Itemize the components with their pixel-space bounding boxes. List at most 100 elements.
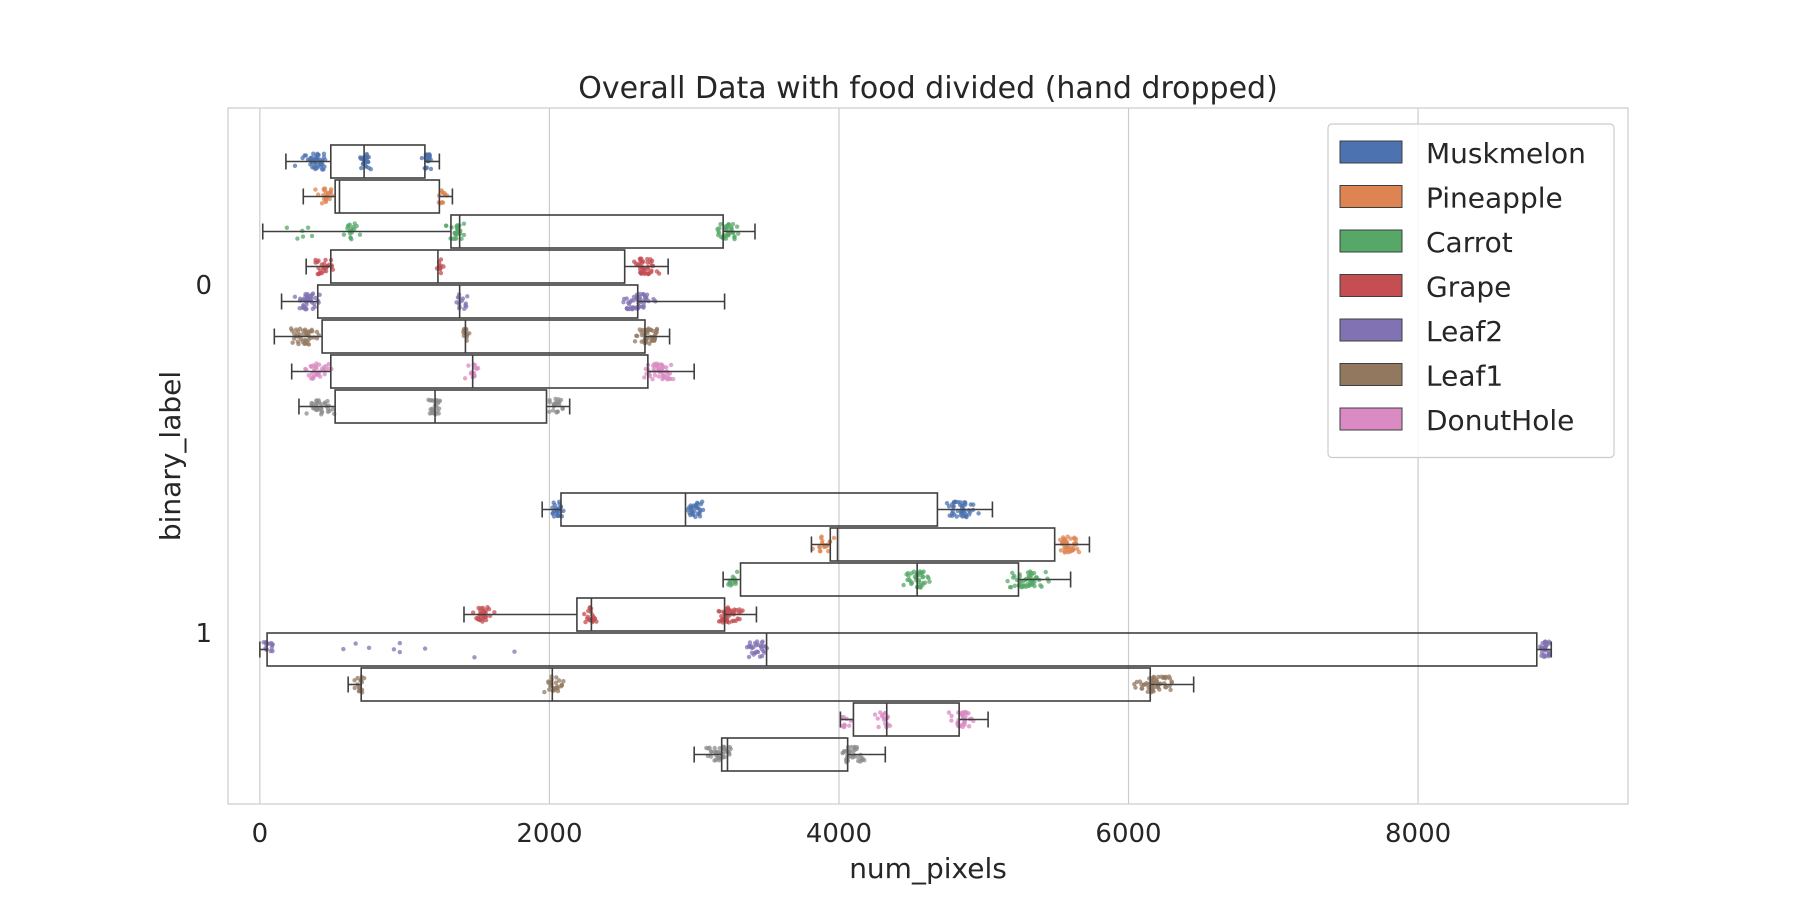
data-point — [309, 233, 315, 239]
box-iqr — [266, 632, 1538, 667]
data-point — [1539, 653, 1544, 659]
data-point — [646, 271, 651, 277]
data-point — [302, 153, 307, 158]
data-point — [920, 574, 926, 580]
data-point — [304, 411, 309, 416]
data-point — [364, 164, 369, 169]
data-point — [1169, 679, 1174, 684]
data-point — [825, 548, 831, 554]
data-point — [959, 710, 965, 715]
legend: Muskmelon Pineapple Carrot Grape Leaf2 Leaf1 D… — [1327, 123, 1615, 459]
data-point — [727, 744, 732, 750]
data-point — [760, 639, 765, 644]
data-point — [631, 298, 636, 303]
strip-points — [292, 291, 658, 312]
data-point — [731, 618, 736, 624]
legend-swatch — [1339, 274, 1403, 297]
data-point — [1062, 546, 1067, 551]
data-point — [306, 373, 311, 378]
data-point — [303, 293, 308, 299]
data-point — [341, 646, 346, 652]
data-point — [583, 619, 588, 625]
data-point — [512, 649, 517, 654]
data-point — [297, 326, 303, 331]
data-point — [961, 503, 966, 509]
data-point — [542, 689, 547, 695]
data-point — [561, 679, 566, 684]
data-point — [297, 306, 302, 311]
legend-label: Muskmelon — [1426, 137, 1586, 170]
data-point — [556, 678, 562, 683]
data-point — [659, 362, 665, 368]
data-point — [297, 296, 303, 301]
strip-points — [839, 709, 976, 730]
box-iqr — [329, 144, 426, 179]
series-donuthole — [290, 354, 989, 737]
data-point — [261, 640, 266, 645]
data-point — [1156, 685, 1161, 690]
data-point — [355, 675, 360, 681]
data-point — [626, 300, 631, 305]
data-point — [635, 333, 640, 339]
data-point — [462, 376, 468, 381]
data-point — [751, 652, 756, 657]
data-point — [313, 295, 318, 301]
data-point — [692, 508, 697, 514]
data-point — [426, 397, 431, 403]
data-point — [1072, 535, 1077, 540]
data-point — [654, 269, 660, 274]
data-point — [646, 326, 651, 331]
data-point — [1544, 643, 1549, 648]
data-point — [855, 758, 861, 764]
data-point — [306, 337, 311, 343]
data-point — [461, 232, 467, 238]
data-point — [757, 654, 763, 659]
data-point — [661, 375, 666, 381]
data-point — [366, 154, 371, 160]
data-point — [737, 616, 742, 622]
data-point — [317, 157, 322, 162]
data-point — [632, 339, 638, 344]
data-point — [1008, 584, 1014, 590]
strip-points — [726, 569, 1051, 590]
data-point — [651, 296, 656, 302]
data-point — [761, 648, 766, 654]
data-point — [316, 162, 322, 168]
legend-swatch — [1339, 140, 1403, 164]
data-point — [305, 225, 311, 230]
data-point — [312, 304, 317, 310]
legend-label: Pineapple — [1426, 182, 1563, 215]
x-tick-label: 0 — [252, 819, 269, 849]
data-point — [478, 606, 484, 611]
data-point — [621, 296, 627, 302]
data-point — [1162, 674, 1167, 680]
data-point — [649, 258, 655, 264]
data-point — [1029, 572, 1034, 577]
box-iqr — [334, 179, 441, 214]
y-tick-label: 1 — [195, 619, 212, 649]
data-point — [1163, 685, 1169, 690]
data-point — [319, 366, 325, 372]
data-point — [470, 610, 476, 615]
data-point — [353, 641, 358, 646]
axes-layer: 0 2000 4000 6000 8000 0 1 — [195, 271, 1451, 849]
data-point — [352, 685, 357, 691]
data-point — [1151, 689, 1156, 694]
data-point — [289, 328, 295, 333]
data-point — [476, 616, 481, 622]
data-point — [887, 723, 893, 728]
data-point — [872, 712, 878, 717]
data-point — [627, 306, 632, 312]
strip-points — [550, 499, 981, 520]
y-tick-label: 0 — [195, 271, 212, 301]
data-point — [322, 164, 327, 169]
data-point — [554, 410, 559, 415]
data-point — [850, 755, 855, 760]
data-point — [708, 749, 714, 754]
data-point — [705, 746, 711, 751]
data-point — [946, 710, 952, 715]
data-point — [699, 499, 705, 504]
data-point — [700, 507, 706, 513]
data-point — [879, 714, 885, 719]
